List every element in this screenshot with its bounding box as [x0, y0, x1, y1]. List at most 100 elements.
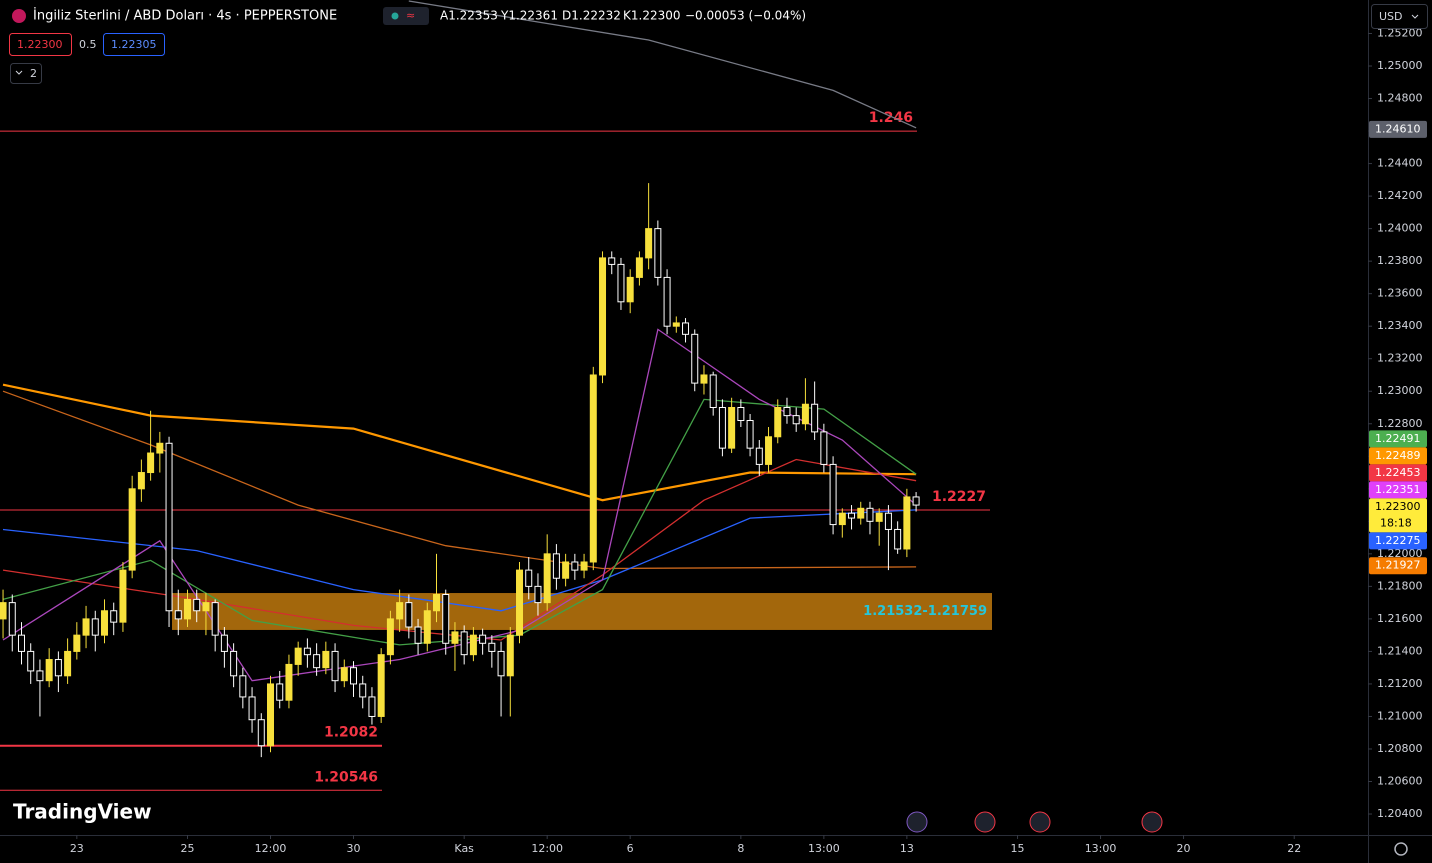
candle-body	[183, 598, 191, 620]
y-tick-label: 1.23000	[1377, 384, 1423, 397]
event-icon[interactable]	[1141, 811, 1163, 833]
candle-body	[525, 569, 533, 587]
x-tick-label: 15	[1011, 842, 1025, 855]
candle-body	[303, 647, 311, 656]
price-tag	[1369, 447, 1427, 465]
candle-body	[506, 634, 514, 677]
price-tag	[1369, 532, 1427, 550]
price-tag-label: 1.21927	[1375, 559, 1421, 572]
candle-body	[571, 561, 579, 571]
indicator-count: 2	[30, 67, 37, 80]
candle-body	[276, 683, 284, 701]
candle-body	[672, 322, 680, 327]
candle-body	[17, 634, 25, 652]
symbol-icon	[12, 9, 26, 23]
candle-body	[829, 463, 837, 526]
currency-select[interactable]	[1371, 4, 1428, 29]
price-tag	[1369, 481, 1427, 499]
candle-body	[451, 631, 459, 644]
candle-body	[442, 594, 450, 644]
y-tick-label: 1.24200	[1377, 189, 1423, 202]
price-tag-label: 1.22453	[1375, 466, 1421, 479]
candle-body	[110, 610, 118, 623]
candle-body	[350, 667, 358, 685]
candle-body	[774, 406, 782, 438]
candle-body	[820, 431, 828, 465]
candle-body	[811, 403, 819, 433]
buy-button[interactable]	[103, 33, 165, 56]
y-tick-label: 1.25200	[1377, 26, 1423, 39]
level-label: 1.2227	[932, 489, 986, 505]
candle-body	[765, 436, 773, 465]
event-icon[interactable]	[974, 811, 996, 833]
candle-body	[709, 374, 717, 408]
candle-body	[792, 415, 800, 425]
candle-body	[359, 683, 367, 698]
spread: 0.5	[79, 38, 97, 51]
price-tag	[1369, 498, 1427, 533]
x-tick-label: 12:00	[255, 842, 287, 855]
indicators-toggle[interactable]	[10, 63, 42, 84]
candle-body	[396, 602, 404, 620]
candle-body	[165, 442, 173, 612]
candle-body	[728, 406, 736, 449]
x-tick-label: 8	[737, 842, 744, 855]
ohlc-low: D1.22232	[562, 9, 621, 23]
candle-body	[663, 276, 671, 327]
candle-body	[91, 618, 99, 636]
event-icon[interactable]	[1029, 811, 1051, 833]
x-tick-label: 13	[900, 842, 914, 855]
candle-body	[700, 374, 708, 384]
price-tag-label: 1.22300	[1375, 500, 1421, 513]
ohlc-high: Y1.22361	[500, 9, 558, 23]
candle-body	[599, 257, 607, 376]
x-tick-label: 12:00	[531, 842, 563, 855]
candle-body	[36, 670, 44, 682]
currency: USD	[1379, 10, 1403, 23]
y-tick-label: 1.24800	[1377, 92, 1423, 105]
y-tick-label: 1.23600	[1377, 287, 1423, 300]
x-tick-label: 30	[347, 842, 361, 855]
sell-button[interactable]	[9, 33, 72, 56]
candle-body	[45, 659, 53, 682]
candle-body	[220, 634, 228, 652]
event-icon[interactable]	[906, 811, 928, 833]
candle-body	[682, 322, 690, 335]
y-tick-label: 1.25000	[1377, 59, 1423, 72]
symbol-title[interactable]: İngiliz Sterlini / ABD Doları · 4s · PEP…	[33, 8, 337, 24]
candle-body	[368, 696, 376, 717]
countdown: 18:18	[1380, 516, 1412, 529]
logo[interactable]: TradingView	[13, 800, 152, 824]
y-tick-label: 1.22800	[1377, 417, 1423, 430]
candle-body	[119, 569, 127, 623]
candle-body	[857, 507, 865, 519]
zone-label: 1.21532-1.21759	[863, 604, 987, 619]
status-box[interactable]	[383, 7, 429, 25]
settings-icon[interactable]	[1394, 842, 1408, 856]
y-tick-label: 1.20400	[1377, 807, 1423, 820]
candle-body	[894, 528, 902, 550]
candle-body	[534, 585, 542, 604]
moving-average	[2, 383, 917, 502]
ohlc-change: −0.00053 (−0.04%)	[685, 9, 806, 23]
y-tick-label: 1.21600	[1377, 612, 1423, 625]
candle-body	[543, 553, 551, 604]
candle-body	[516, 569, 524, 636]
candle-body	[497, 650, 505, 677]
candle-body	[414, 626, 422, 644]
candle-body	[294, 647, 302, 665]
price-tag-label: 1.22489	[1375, 449, 1421, 462]
candle-body	[755, 447, 763, 465]
y-tick-label: 1.20600	[1377, 775, 1423, 788]
y-tick-label: 1.21200	[1377, 677, 1423, 690]
candle-body	[405, 602, 413, 628]
buy-price: 1.22305	[111, 38, 157, 51]
x-tick-label: 22	[1287, 842, 1301, 855]
candle-body	[147, 452, 155, 474]
candle-body	[838, 512, 846, 526]
candle-body	[285, 663, 293, 701]
x-tick-label: 25	[180, 842, 194, 855]
candle-body	[8, 602, 16, 636]
